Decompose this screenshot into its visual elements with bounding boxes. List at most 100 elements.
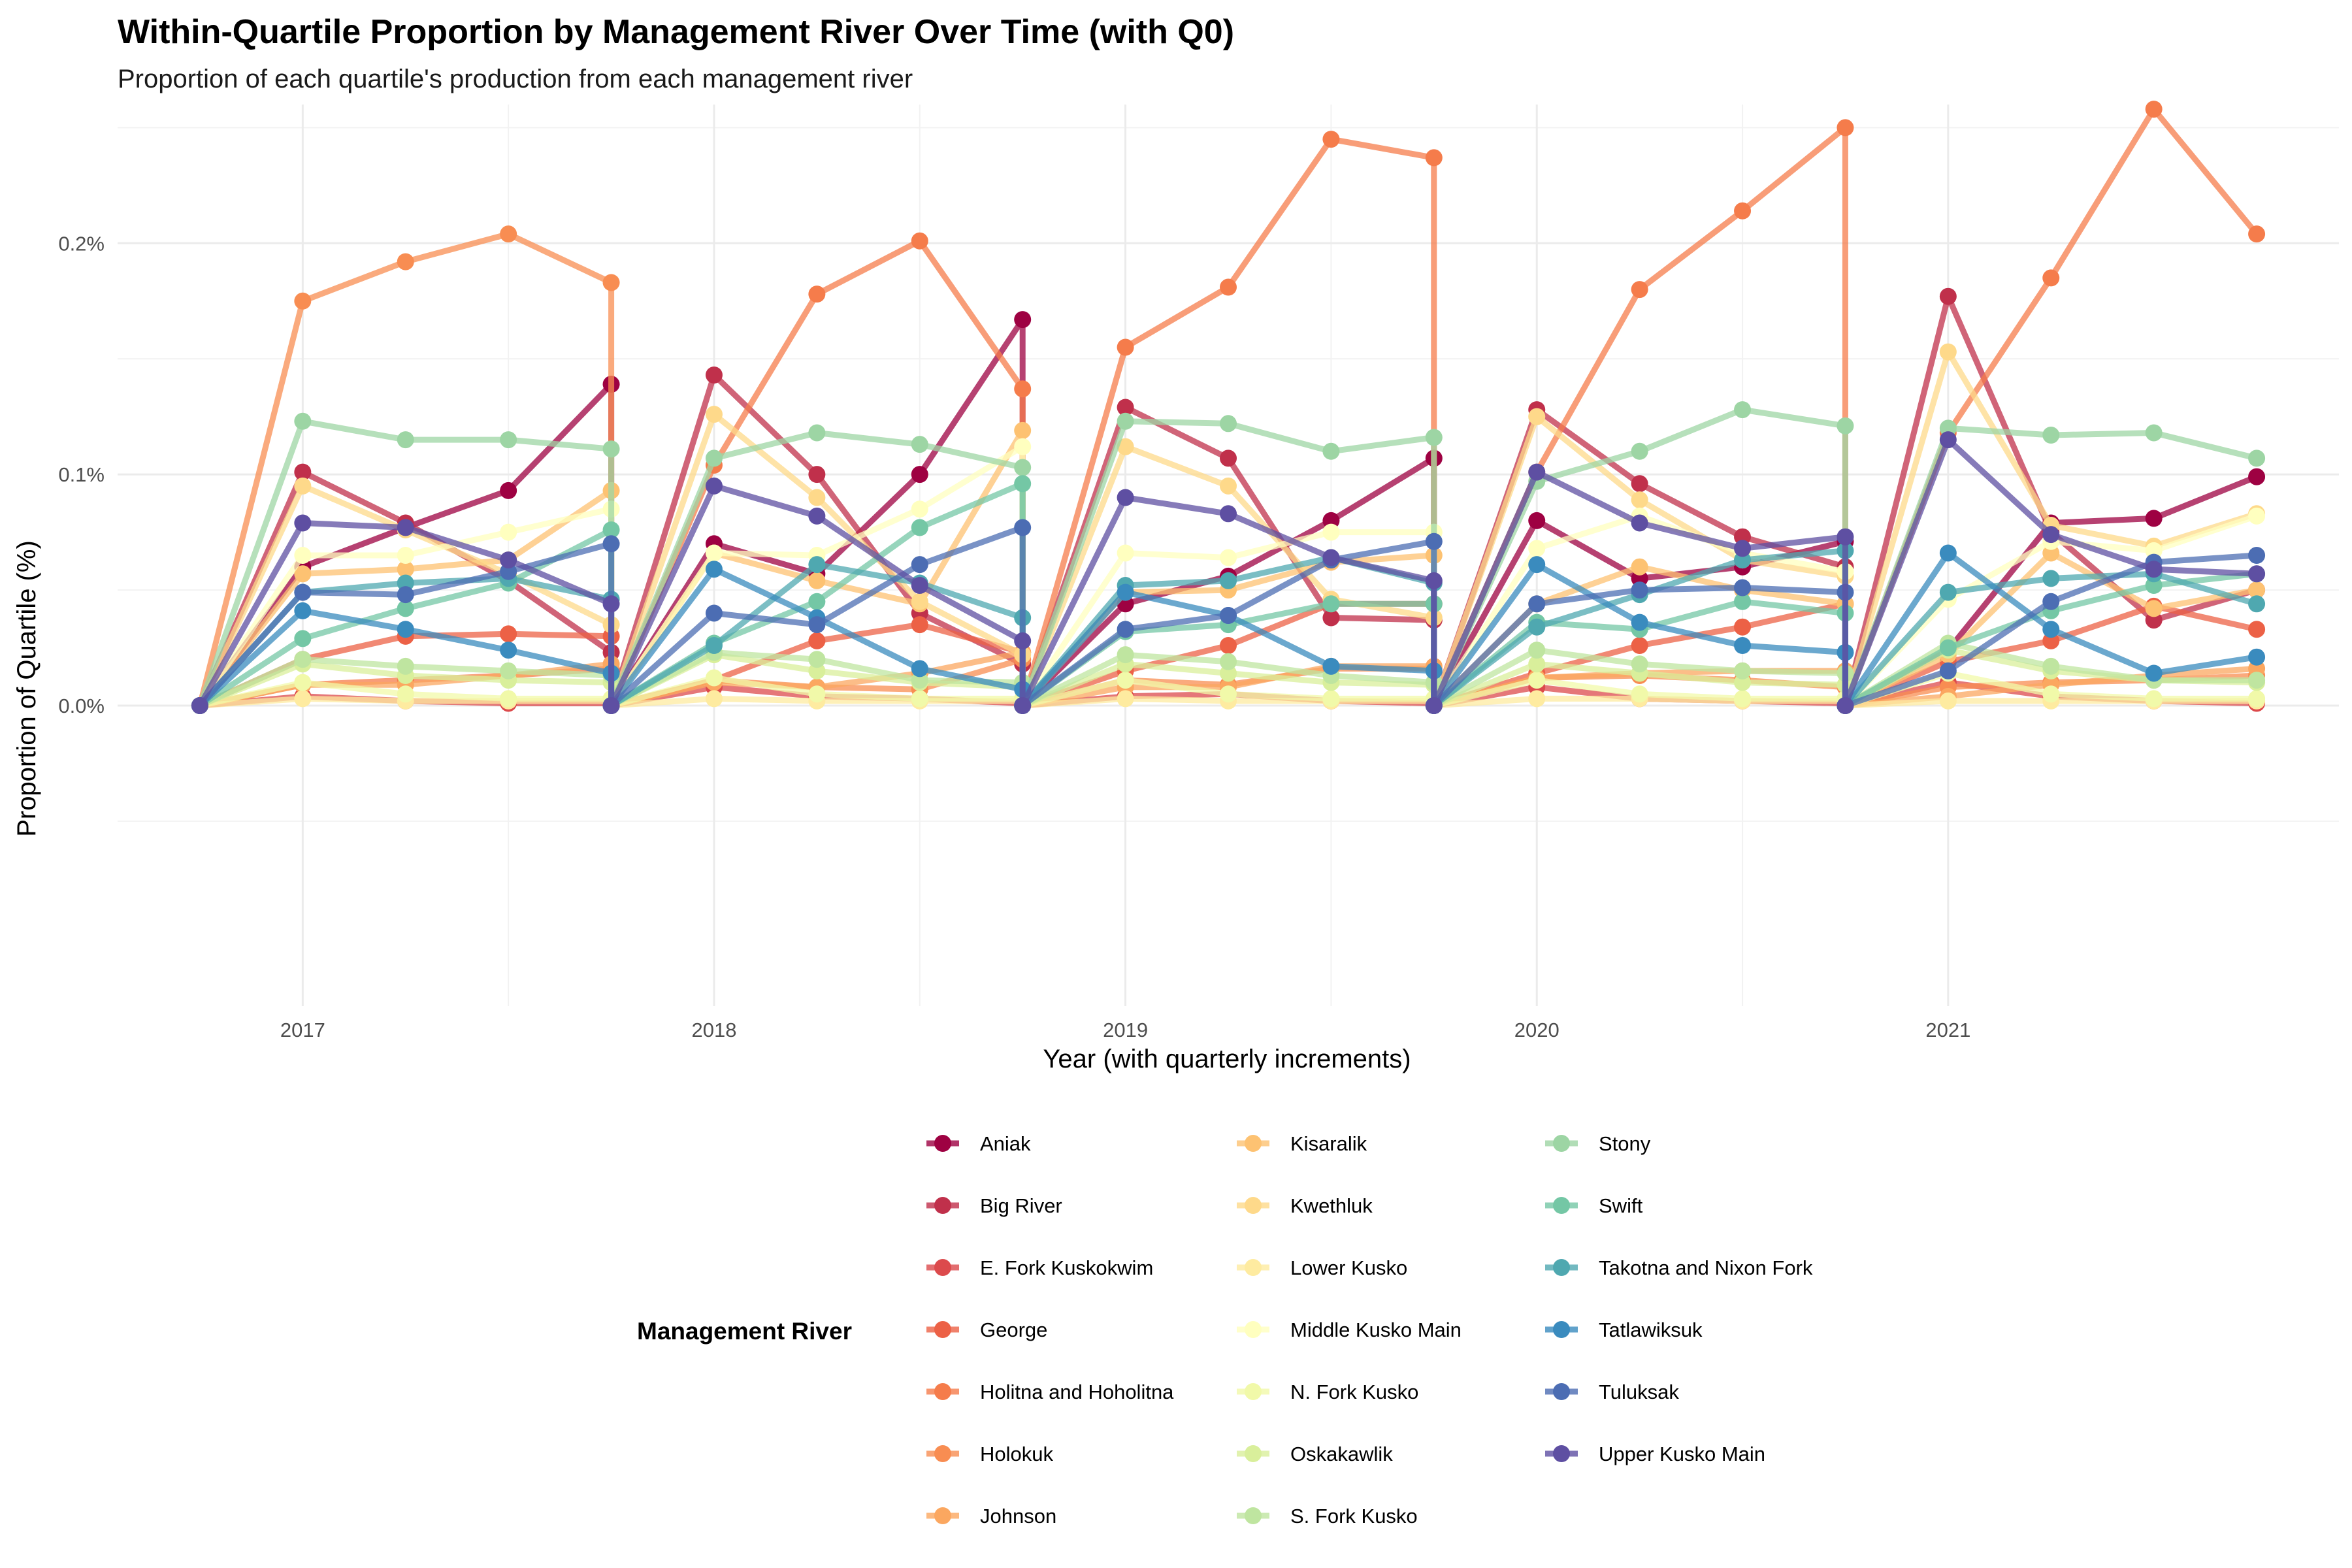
legend-item: Aniak (926, 1132, 1031, 1155)
data-point (1014, 519, 1032, 536)
legend-item: Lower Kusko (1237, 1256, 1407, 1279)
data-point (1631, 685, 1648, 703)
data-point (2248, 648, 2266, 666)
legend-item: Swift (1545, 1194, 1643, 1217)
data-point (2248, 507, 2266, 525)
data-point (1734, 540, 1752, 557)
legend-item: Johnson (926, 1505, 1056, 1527)
data-point (2248, 225, 2266, 243)
data-point (808, 651, 826, 668)
legend-key-point (1245, 1197, 1262, 1214)
data-point (1837, 417, 1854, 434)
data-point (911, 232, 928, 250)
legend-key-point (934, 1321, 951, 1338)
legend-item: E. Fork Kuskokwim (926, 1256, 1153, 1279)
series-group (191, 431, 2266, 714)
data-point (1322, 442, 1340, 460)
data-point (2248, 690, 2266, 708)
legend-label: Aniak (980, 1132, 1031, 1155)
data-point (1014, 697, 1032, 714)
series-layer (191, 101, 2266, 714)
data-point (808, 572, 826, 589)
legend-item: Middle Kusko Main (1237, 1318, 1462, 1341)
data-point (2042, 685, 2060, 703)
data-point (911, 500, 928, 518)
data-point (911, 660, 928, 678)
data-point (1631, 637, 1648, 654)
data-point (1014, 311, 1032, 329)
data-point (500, 625, 517, 643)
data-point (294, 674, 312, 691)
chart-title: Within-Quartile Proportion by Management… (118, 13, 1234, 51)
data-point (1322, 690, 1340, 708)
legend-key-point (1245, 1135, 1262, 1152)
data-point (500, 431, 517, 449)
x-tick-label: 2020 (1514, 1019, 1560, 1041)
legend-key-point (1245, 1445, 1262, 1462)
data-point (1220, 653, 1237, 670)
data-point (911, 577, 928, 594)
x-tick-label: 2021 (1925, 1019, 1970, 1041)
legend-label: Upper Kusko Main (1599, 1443, 1765, 1465)
data-point (1837, 697, 1854, 714)
data-point (1528, 595, 1546, 613)
data-point (294, 412, 312, 430)
data-point (2248, 595, 2266, 613)
data-point (808, 507, 826, 525)
data-point (1528, 408, 1546, 425)
data-point (294, 651, 312, 668)
data-point (808, 616, 826, 634)
data-point (808, 685, 826, 703)
data-point (705, 690, 723, 708)
data-point (294, 690, 312, 708)
data-point (705, 604, 723, 622)
data-point (705, 669, 723, 687)
data-point (1322, 549, 1340, 566)
legend-key-point (934, 1507, 951, 1524)
data-point (1117, 489, 1134, 506)
legend-item: Tatlawiksuk (1545, 1318, 1703, 1341)
data-point (1014, 421, 1032, 439)
legend-key-point (1553, 1259, 1570, 1276)
data-point (1117, 672, 1134, 689)
data-point (1528, 540, 1546, 557)
data-point (808, 489, 826, 506)
data-point (1939, 343, 1957, 361)
legend-key-point (1553, 1383, 1570, 1400)
legend-item: N. Fork Kusko (1237, 1380, 1418, 1403)
data-point (1220, 415, 1237, 433)
data-point (1631, 655, 1648, 673)
legend-key-point (1245, 1507, 1262, 1524)
data-point (1220, 505, 1237, 523)
data-point (705, 561, 723, 578)
data-point (1734, 618, 1752, 636)
data-point (397, 253, 414, 270)
legend-label: George (980, 1318, 1047, 1341)
data-point (1220, 477, 1237, 495)
data-point (1734, 593, 1752, 610)
data-point (1528, 618, 1546, 636)
legend-key-point (934, 1259, 951, 1276)
data-point (602, 521, 620, 539)
data-point (1939, 544, 1957, 562)
data-point (1939, 583, 1957, 601)
data-point (1220, 572, 1237, 589)
data-point (1117, 412, 1134, 430)
data-point (705, 477, 723, 495)
data-point (911, 466, 928, 483)
legend-item: Big River (926, 1194, 1062, 1217)
data-point (2145, 600, 2163, 617)
data-point (1220, 637, 1237, 654)
data-point (1117, 621, 1134, 638)
data-point (1837, 528, 1854, 546)
data-point (2145, 424, 2163, 442)
data-point (1939, 639, 1957, 657)
legend-label: Holokuk (980, 1443, 1053, 1465)
data-point (911, 556, 928, 574)
data-point (294, 565, 312, 583)
data-point (397, 600, 414, 617)
data-point (2248, 547, 2266, 564)
legend-key-point (1245, 1383, 1262, 1400)
legend-key-point (934, 1135, 951, 1152)
data-point (808, 466, 826, 483)
